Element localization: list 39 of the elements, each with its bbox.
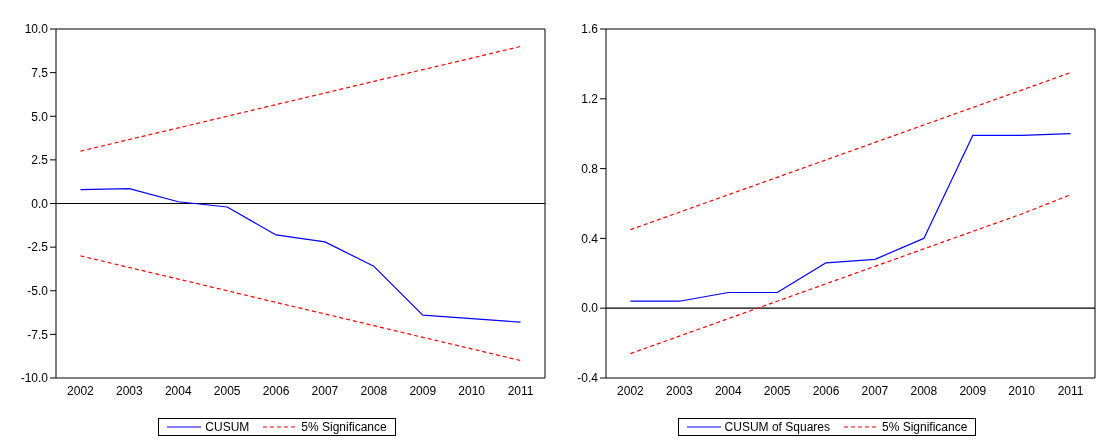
x-tick-label: 2003	[666, 383, 694, 398]
x-tick-label: 2004	[164, 383, 192, 398]
x-tick-label: 2007	[311, 383, 339, 398]
y-tick-label: 7.5	[31, 65, 49, 80]
y-tick-label: -10.0	[20, 371, 49, 386]
legend-label: CUSUM of Squares	[724, 420, 830, 434]
legend-label: 5% Significance	[301, 420, 387, 434]
x-tick-label: 2007	[861, 383, 889, 398]
y-tick-label: 5.0	[31, 109, 49, 124]
y-tick-label: 0.8	[581, 161, 599, 176]
x-tick-label: 2008	[910, 383, 938, 398]
x-tick-label: 2009	[409, 383, 437, 398]
x-tick-label: 2002	[617, 383, 645, 398]
x-tick-label: 2006	[812, 383, 840, 398]
y-tick-label: 10.0	[24, 22, 49, 37]
x-tick-label: 2008	[360, 383, 388, 398]
y-tick-label: 0.0	[31, 196, 49, 211]
y-tick-label: -0.4	[577, 371, 599, 386]
y-tick-label: 0.0	[581, 301, 599, 316]
legend-label: 5% Significance	[881, 420, 968, 434]
x-tick-label: 2005	[763, 383, 791, 398]
y-tick-label: 2.5	[31, 153, 49, 168]
y-tick-label: -5.0	[27, 284, 49, 299]
x-tick-label: 2011	[507, 383, 534, 398]
x-tick-label: 2009	[959, 383, 987, 398]
x-tick-label: 2010	[1008, 383, 1036, 398]
x-tick-label: 2004	[714, 383, 742, 398]
x-tick-label: 2011	[1057, 383, 1084, 398]
legend-label: CUSUM	[205, 420, 250, 434]
x-tick-label: 2003	[116, 383, 144, 398]
y-tick-label: 1.6	[581, 22, 599, 37]
x-tick-label: 2006	[262, 383, 290, 398]
x-tick-label: 2005	[213, 383, 241, 398]
y-tick-label: 0.4	[581, 231, 599, 246]
y-tick-label: -7.5	[27, 327, 49, 342]
y-tick-label: 1.2	[581, 92, 599, 107]
y-tick-label: -2.5	[27, 240, 49, 255]
x-tick-label: 2010	[458, 383, 486, 398]
x-tick-label: 2002	[67, 383, 95, 398]
